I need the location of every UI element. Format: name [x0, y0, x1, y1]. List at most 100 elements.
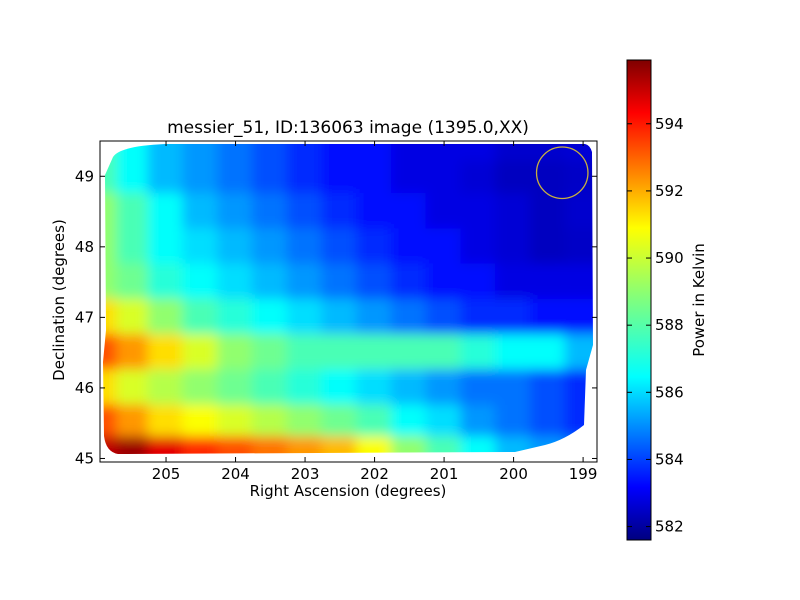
heatmap-cell [529, 144, 567, 164]
heatmap-cell [495, 161, 532, 195]
heatmap-cell [286, 298, 324, 337]
heatmap-cell [182, 228, 220, 266]
x-tick-label: 199 [569, 465, 598, 483]
heatmap-cell [217, 436, 254, 454]
heatmap-cell [495, 263, 532, 301]
heatmap-cell [217, 144, 254, 164]
heatmap-cell [217, 369, 254, 407]
heatmap-cell [251, 404, 289, 439]
heatmap-cell [460, 334, 498, 372]
y-axis-label: Declination (degrees) [50, 219, 68, 381]
heatmap-cell [286, 263, 324, 301]
annotation-circle [535, 146, 589, 200]
heatmap-cell [321, 436, 359, 454]
heatmap-cell [356, 161, 393, 195]
heatmap-cell [116, 334, 150, 372]
heatmap-cell [564, 404, 593, 439]
heatmap-cell [251, 161, 289, 195]
heatmap-cell [495, 298, 532, 337]
heatmap-cell [217, 334, 254, 372]
heatmap-cell [182, 369, 220, 407]
heatmap-cell [529, 334, 567, 372]
x-tick-label: 200 [499, 465, 528, 483]
heatmap-cell [286, 192, 324, 231]
x-tick-label: 202 [360, 465, 389, 483]
heatmap-cell [116, 298, 150, 337]
heatmap-cell [147, 192, 185, 231]
colorbar-axis: 582 584 586 588 590 592 594 [627, 115, 684, 536]
heatmap-cell [116, 369, 150, 407]
x-tick-label: 205 [152, 465, 181, 483]
heatmap-cell [495, 404, 532, 439]
heatmap-cell [103, 298, 119, 337]
heatmap-cell [321, 369, 359, 407]
heatmap-cell [390, 192, 428, 231]
x-axis-label: Right Ascension (degrees) [250, 482, 447, 500]
heatmap-cell [425, 404, 463, 439]
heatmap-cell [116, 192, 150, 231]
heatmap-cell [495, 144, 532, 164]
y-tick-label: 45 [75, 449, 94, 467]
colorbar-tick-label: 592 [655, 182, 684, 200]
heatmap-cell [390, 298, 428, 337]
heatmap-cell [390, 263, 428, 301]
heatmap-cell [460, 228, 498, 266]
heatmap-cell [529, 298, 567, 337]
heatmap-cell [182, 436, 220, 454]
heatmap-cell [460, 436, 498, 454]
heatmap-cell [495, 369, 532, 407]
heatmap-cell [495, 228, 532, 266]
heatmap-cell [564, 192, 593, 231]
heatmap-cell [217, 192, 254, 231]
heatmap-cell [321, 298, 359, 337]
heatmap-cell [321, 334, 359, 372]
heatmap-cell [390, 228, 428, 266]
heatmap-cell [251, 263, 289, 301]
heatmap-cell [103, 263, 119, 301]
colorbar-tick-label: 588 [655, 316, 684, 334]
heatmap-cell [460, 161, 498, 195]
heatmap-cell [116, 404, 150, 439]
heatmap-cell [116, 161, 150, 195]
heatmap-cell [425, 369, 463, 407]
colorbar-tick-label: 594 [655, 115, 684, 133]
heatmap-cell [147, 298, 185, 337]
chart-title: messier_51, ID:136063 image (1395.0,XX) [167, 118, 529, 138]
heatmap-cell [495, 436, 532, 454]
y-tick-label: 46 [75, 379, 94, 397]
heatmap-cell [529, 161, 567, 195]
plot-frame [99, 140, 598, 463]
heatmap-cell [217, 404, 254, 439]
heatmap-cell [286, 334, 324, 372]
heatmap-cell [251, 228, 289, 266]
heatmap-cell [529, 404, 567, 439]
heatmap-cell [217, 228, 254, 266]
heatmap-cell [460, 263, 498, 301]
heatmap-cell [460, 144, 498, 164]
heatmap-cell [390, 161, 428, 195]
heatmap-cell [460, 192, 498, 231]
heatmap-cell [321, 263, 359, 301]
heatmap-cell [425, 334, 463, 372]
heatmap-cell [356, 369, 393, 407]
heatmap-cell [564, 161, 593, 195]
colorbar-tick-label: 586 [655, 383, 684, 401]
heatmap-cell [356, 263, 393, 301]
x-axis: 205 204 203 202 201 200 199 [152, 141, 598, 483]
x-tick-label: 204 [221, 465, 250, 483]
heatmap-cell [147, 144, 185, 164]
x-tick-label: 201 [430, 465, 459, 483]
heatmap-cell [425, 144, 463, 164]
heatmap-cell [356, 192, 393, 231]
heatmap-cell [147, 369, 185, 407]
heatmap-cell [217, 263, 254, 301]
heatmap-cell [564, 298, 593, 337]
heatmap-cell [390, 144, 428, 164]
heatmap-cell [286, 436, 324, 454]
colorbar-tick-label: 590 [655, 249, 684, 267]
heatmap-cell [116, 263, 150, 301]
heatmap-cell [356, 298, 393, 337]
heatmap-cell [460, 298, 498, 337]
heatmap-cell [147, 228, 185, 266]
heatmap-cell [217, 161, 254, 195]
